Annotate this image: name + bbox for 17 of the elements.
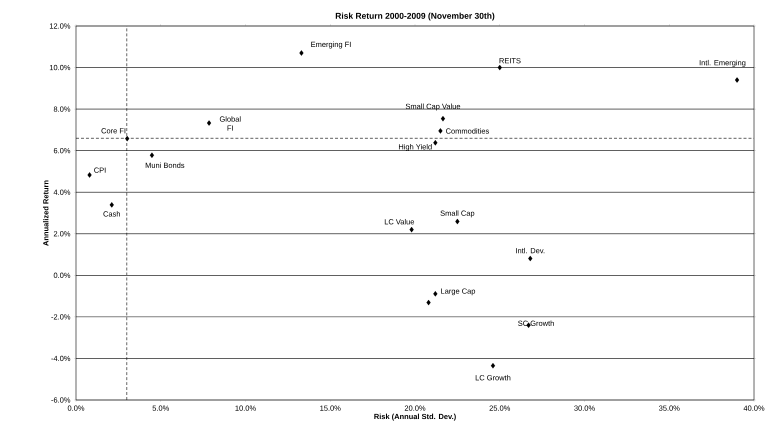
point	[433, 291, 438, 297]
point	[150, 152, 154, 158]
point	[438, 128, 443, 134]
point	[110, 202, 114, 208]
point	[299, 50, 304, 56]
point	[426, 300, 431, 306]
point	[440, 116, 446, 122]
point	[498, 64, 502, 70]
point	[409, 226, 414, 232]
point	[125, 136, 130, 142]
chart-title: Risk Return 2000-2009 (November 30th)	[336, 12, 494, 20]
point	[206, 120, 212, 126]
point	[87, 172, 92, 178]
point	[734, 77, 740, 83]
point	[490, 362, 496, 369]
point	[455, 218, 460, 224]
point	[528, 256, 532, 262]
